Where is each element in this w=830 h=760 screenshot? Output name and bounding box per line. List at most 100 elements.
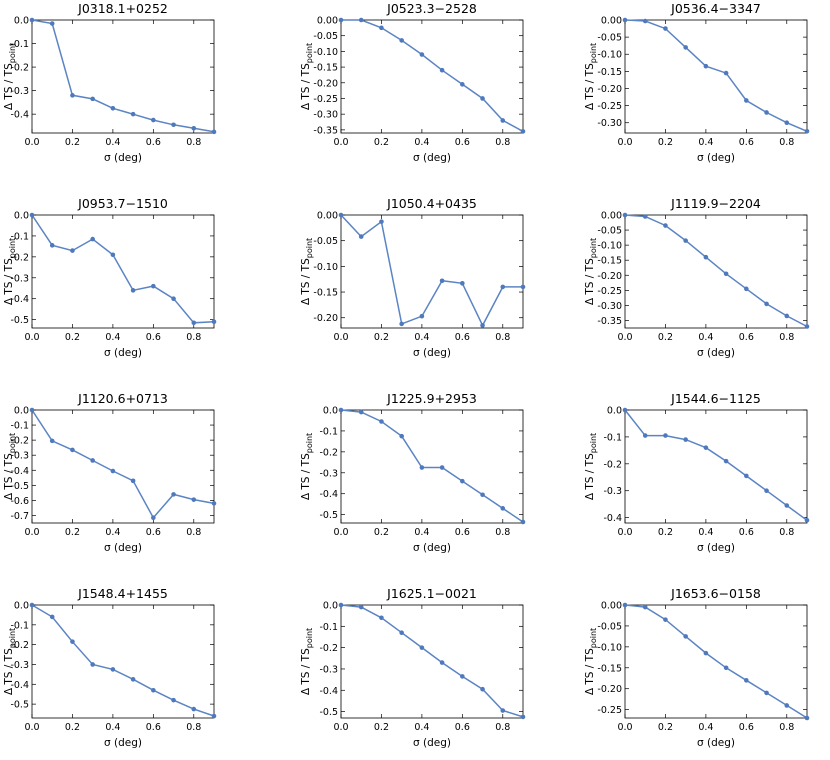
x-tick-label: 0.0 — [617, 137, 632, 148]
data-point — [642, 433, 648, 438]
y-tick-label: -0.4 — [10, 680, 29, 691]
data-point — [500, 284, 506, 290]
y-tick-label: -0.05 — [597, 621, 622, 632]
x-tick-label: 0.0 — [24, 137, 39, 148]
data-point — [520, 519, 526, 525]
series-line — [340, 604, 524, 718]
data-point — [399, 630, 404, 636]
data-point — [130, 288, 136, 293]
y-tick-label: -0.15 — [313, 63, 338, 74]
y-axis-label-sub: point — [305, 43, 314, 63]
y-tick-label: -0.3 — [10, 273, 29, 284]
x-tick-label: 0.4 — [698, 332, 713, 343]
x-tick-label: 0.8 — [779, 722, 794, 733]
data-point — [29, 602, 35, 608]
y-tick-label: -0.4 — [10, 294, 29, 305]
y-axis-label-main: Δ TS / TS — [584, 258, 596, 305]
x-tick-label: 0.0 — [24, 527, 39, 538]
y-axis-label: Δ TS / TSpoint — [3, 628, 17, 695]
x-tick-label: 0.0 — [617, 527, 632, 538]
data-point — [110, 105, 116, 111]
y-tick-label: -0.15 — [597, 256, 622, 267]
y-tick-label: -0.15 — [597, 67, 622, 78]
y-axis-label-main: Δ TS / TS — [3, 453, 15, 500]
data-point — [663, 617, 668, 622]
x-tick-label: 0.8 — [495, 722, 510, 733]
y-tick-label: -0.5 — [319, 707, 338, 718]
x-tick-label: 0.0 — [333, 722, 348, 733]
data-point — [500, 118, 506, 123]
x-tick-label: 0.8 — [779, 137, 794, 148]
x-tick-label: 0.2 — [374, 722, 389, 733]
data-point — [460, 281, 465, 286]
y-tick-label: -0.10 — [597, 50, 622, 61]
y-tick-label: -0.4 — [10, 110, 29, 121]
plot-frame — [624, 19, 808, 134]
y-axis-label-main: Δ TS / TS — [584, 648, 596, 695]
y-tick-label: -0.2 — [10, 436, 29, 447]
y-tick-label: 0.0 — [323, 601, 338, 612]
data-point — [723, 665, 729, 671]
data-point — [460, 674, 465, 679]
data-point — [622, 602, 628, 608]
y-tick-label: 0.00 — [601, 211, 622, 222]
x-tick-label: 0.4 — [105, 722, 120, 733]
y-tick-label: -0.20 — [313, 78, 338, 89]
data-point — [439, 278, 445, 284]
y-axis-label-main: Δ TS / TS — [584, 63, 596, 110]
subplot-4: J0953.7−1510 0.0 -0.1 -0.2 -0.3 -0.4 -0.5 0.0 0.… — [3, 196, 217, 359]
y-tick-label: -0.25 — [597, 101, 622, 112]
y-axis-label: Δ TS / TSpoint — [300, 433, 314, 500]
y-axis-label-main: Δ TS / TS — [300, 258, 312, 305]
data-point — [110, 252, 116, 258]
x-tick-label: 0.8 — [186, 332, 201, 343]
x-tick-label: 0.6 — [455, 137, 470, 148]
x-tick-label: 0.8 — [779, 527, 794, 538]
data-point — [744, 473, 749, 479]
data-point — [399, 38, 404, 43]
data-point — [460, 82, 465, 87]
series-line — [624, 19, 808, 132]
data-point — [379, 25, 384, 31]
y-tick-label: -0.05 — [313, 31, 338, 42]
x-tick-label: 0.4 — [698, 722, 713, 733]
y-axis-label: Δ TS / TSpoint — [300, 628, 314, 695]
data-point — [642, 214, 648, 219]
data-point — [151, 515, 156, 521]
plot-frame — [31, 409, 215, 524]
subplot-title: J1548.4+1455 — [77, 586, 168, 601]
x-tick-label: 0.8 — [495, 137, 510, 148]
y-tick-label: -0.5 — [10, 700, 29, 711]
y-axis-label-sub: point — [589, 433, 598, 453]
y-axis-label: Δ TS / TSpoint — [584, 43, 598, 110]
y-tick-label: -0.20 — [313, 313, 338, 324]
y-tick-label: 0.0 — [14, 16, 29, 27]
data-point — [29, 17, 35, 23]
y-axis-label: Δ TS / TSpoint — [300, 43, 314, 110]
data-point — [130, 478, 136, 484]
y-axis-label-main: Δ TS / TS — [3, 648, 15, 695]
x-tick-label: 0.6 — [739, 527, 754, 538]
y-tick-label: -0.20 — [597, 684, 622, 695]
data-point — [703, 650, 709, 656]
data-point — [90, 236, 95, 242]
subplot-title: J0536.4−3347 — [670, 1, 761, 16]
y-tick-label: -0.1 — [319, 426, 338, 437]
series-line — [31, 214, 215, 324]
y-tick-label: 0.0 — [14, 601, 29, 612]
data-point — [419, 465, 425, 470]
data-point — [480, 686, 485, 692]
y-tick-label: -0.15 — [597, 663, 622, 674]
data-point — [151, 117, 156, 123]
y-axis-label-sub: point — [8, 628, 17, 648]
data-point — [338, 212, 344, 218]
series-line — [31, 19, 215, 133]
subplot-12: J1653.6−0158 0.00 -0.05 -0.10 -0.15 -0.20 -0.2… — [584, 586, 810, 749]
x-axis-label: σ (deg) — [697, 542, 735, 554]
data-point — [520, 284, 526, 290]
y-tick-label: -0.2 — [603, 459, 622, 470]
data-point — [744, 98, 749, 103]
plot-frame — [31, 19, 215, 134]
data-point — [520, 129, 526, 134]
y-tick-label: -0.10 — [313, 262, 338, 273]
